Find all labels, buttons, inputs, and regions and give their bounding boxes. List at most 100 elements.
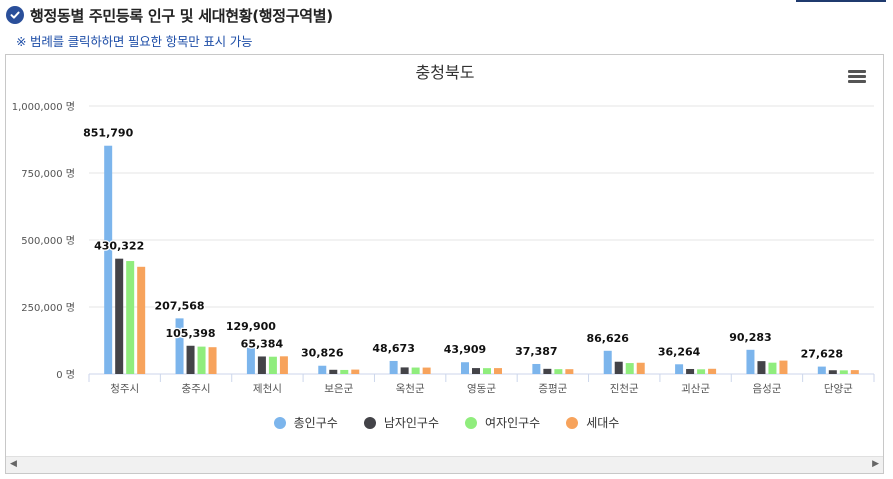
data-label: 43,909 xyxy=(444,343,486,356)
bar-여자인구수 xyxy=(554,369,563,374)
bar-남자인구수 xyxy=(828,370,837,374)
data-label: 48,673 xyxy=(372,342,414,355)
data-label: 27,628 xyxy=(801,348,843,361)
legend-label: 세대수 xyxy=(586,416,620,430)
bar-남자인구수 xyxy=(757,361,766,374)
bar-남자인구수 xyxy=(472,368,480,374)
bar-여자인구수 xyxy=(697,369,706,374)
bar-세대수 xyxy=(351,369,360,374)
chart-bars xyxy=(104,145,859,374)
hamburger-menu-icon[interactable] xyxy=(848,70,866,84)
x-tick-label: 음성군 xyxy=(752,383,781,395)
bar-총인구수 xyxy=(817,366,826,374)
x-tick-label: 괴산군 xyxy=(681,383,710,395)
legend-dot-icon xyxy=(465,416,478,429)
bar-세대수 xyxy=(422,367,431,374)
data-label: 65,384 xyxy=(241,337,284,350)
bar-남자인구수 xyxy=(686,368,695,374)
y-tick-label: 250,000 명 xyxy=(21,302,75,314)
bar-세대수 xyxy=(494,368,502,374)
y-tick-label: 0 명 xyxy=(56,369,75,381)
x-tick-label: 충주시 xyxy=(182,383,211,395)
bar-남자인구수 xyxy=(329,369,338,374)
bar-총인구수 xyxy=(532,363,541,374)
bar-세대수 xyxy=(779,360,788,374)
horizontal-scrollbar[interactable]: ◀ ▶ xyxy=(6,456,883,473)
bar-세대수 xyxy=(565,369,574,374)
data-label: 207,568 xyxy=(154,299,204,312)
data-label: 105,398 xyxy=(165,327,215,340)
bar-세대수 xyxy=(137,266,146,374)
y-tick-label: 750,000 명 xyxy=(21,168,75,180)
legend-item[interactable]: 세대수 xyxy=(566,414,619,431)
data-label: 37,387 xyxy=(515,345,557,358)
legend-item[interactable]: 총인구수 xyxy=(273,414,338,431)
data-label: 90,283 xyxy=(729,331,771,344)
bar-세대수 xyxy=(279,356,288,374)
data-label: 36,264 xyxy=(658,345,701,358)
x-tick-label: 제천시 xyxy=(253,383,282,395)
chart-legend: 총인구수 남자인구수 여자인구수 세대수 xyxy=(0,414,893,431)
bar-여자인구수 xyxy=(268,356,277,374)
x-tick-label: 청주시 xyxy=(110,383,139,395)
bar-여자인구수 xyxy=(197,346,206,374)
bar-여자인구수 xyxy=(625,363,634,374)
data-labels: 851,790 430,322 207,568 105,398 129,900 65,38… xyxy=(82,125,844,361)
legend-dot-icon xyxy=(566,416,579,429)
bar-여자인구수 xyxy=(768,362,777,374)
data-label: 851,790 xyxy=(83,127,133,140)
top-accent-line xyxy=(796,0,886,2)
legend-item[interactable]: 여자인구수 xyxy=(465,414,540,431)
bar-여자인구수 xyxy=(839,370,848,374)
scroll-left-arrow-icon[interactable]: ◀ xyxy=(10,459,17,469)
y-tick-label: 500,000 명 xyxy=(21,235,75,247)
legend-item[interactable]: 남자인구수 xyxy=(363,414,440,431)
x-tick-label: 보은군 xyxy=(324,383,353,395)
scroll-right-arrow-icon[interactable]: ▶ xyxy=(872,459,879,469)
bar-세대수 xyxy=(636,362,645,374)
page-title: 행정동별 주민등록 인구 및 세대현황(행정구역별) xyxy=(30,6,333,25)
bar-남자인구수 xyxy=(543,368,552,374)
bar-총인구수 xyxy=(175,318,184,374)
bar-여자인구수 xyxy=(411,367,420,374)
x-tick-label: 증평군 xyxy=(538,383,567,395)
x-tick-label: 영동군 xyxy=(467,383,496,395)
legend-label: 여자인구수 xyxy=(485,416,541,430)
x-tick-label: 옥천군 xyxy=(396,383,425,395)
bar-총인구수 xyxy=(104,145,113,374)
data-label: 30,826 xyxy=(301,347,344,360)
bar-총인구수 xyxy=(389,360,398,374)
bar-총인구수 xyxy=(675,364,684,374)
data-label: 129,900 xyxy=(226,320,276,333)
bar-남자인구수 xyxy=(257,356,266,374)
chart-container xyxy=(5,54,884,474)
bar-남자인구수 xyxy=(115,258,124,374)
bar-남자인구수 xyxy=(186,345,195,374)
bar-여자인구수 xyxy=(126,261,135,374)
bar-세대수 xyxy=(708,368,717,374)
data-label: 86,626 xyxy=(587,332,630,345)
chart-title: 충청북도 xyxy=(416,63,475,82)
bar-세대수 xyxy=(850,370,859,374)
bar-총인구수 xyxy=(318,365,327,374)
data-label: 430,322 xyxy=(94,240,144,253)
bar-여자인구수 xyxy=(340,369,349,374)
x-tick-label: 진천군 xyxy=(610,383,639,395)
legend-dot-icon xyxy=(363,416,376,429)
bar-세대수 xyxy=(208,347,217,374)
legend-notice: ※ 범례를 클릭하하면 필요한 항목만 표시 가능 xyxy=(16,34,253,49)
y-tick-label: 1,000,000 명 xyxy=(12,101,75,113)
section-header: 행정동별 주민등록 인구 및 세대현황(행정구역별) xyxy=(6,4,333,26)
x-axis: 청주시 충주시 제천시 보은군 옥천군 영동군 증평군 진천군 괴산군 음성군 단양군 xyxy=(88,374,875,395)
check-circle-icon xyxy=(6,6,24,24)
legend-label: 총인구수 xyxy=(293,416,338,430)
legend-label: 남자인구수 xyxy=(383,416,440,430)
bar-남자인구수 xyxy=(400,367,409,374)
x-tick-label: 단양군 xyxy=(824,383,853,395)
bar-총인구수 xyxy=(603,350,612,374)
bar-총인구수 xyxy=(746,349,755,374)
bar-총인구수 xyxy=(461,362,469,374)
legend-dot-icon xyxy=(273,416,286,429)
chart-grid xyxy=(89,105,874,375)
